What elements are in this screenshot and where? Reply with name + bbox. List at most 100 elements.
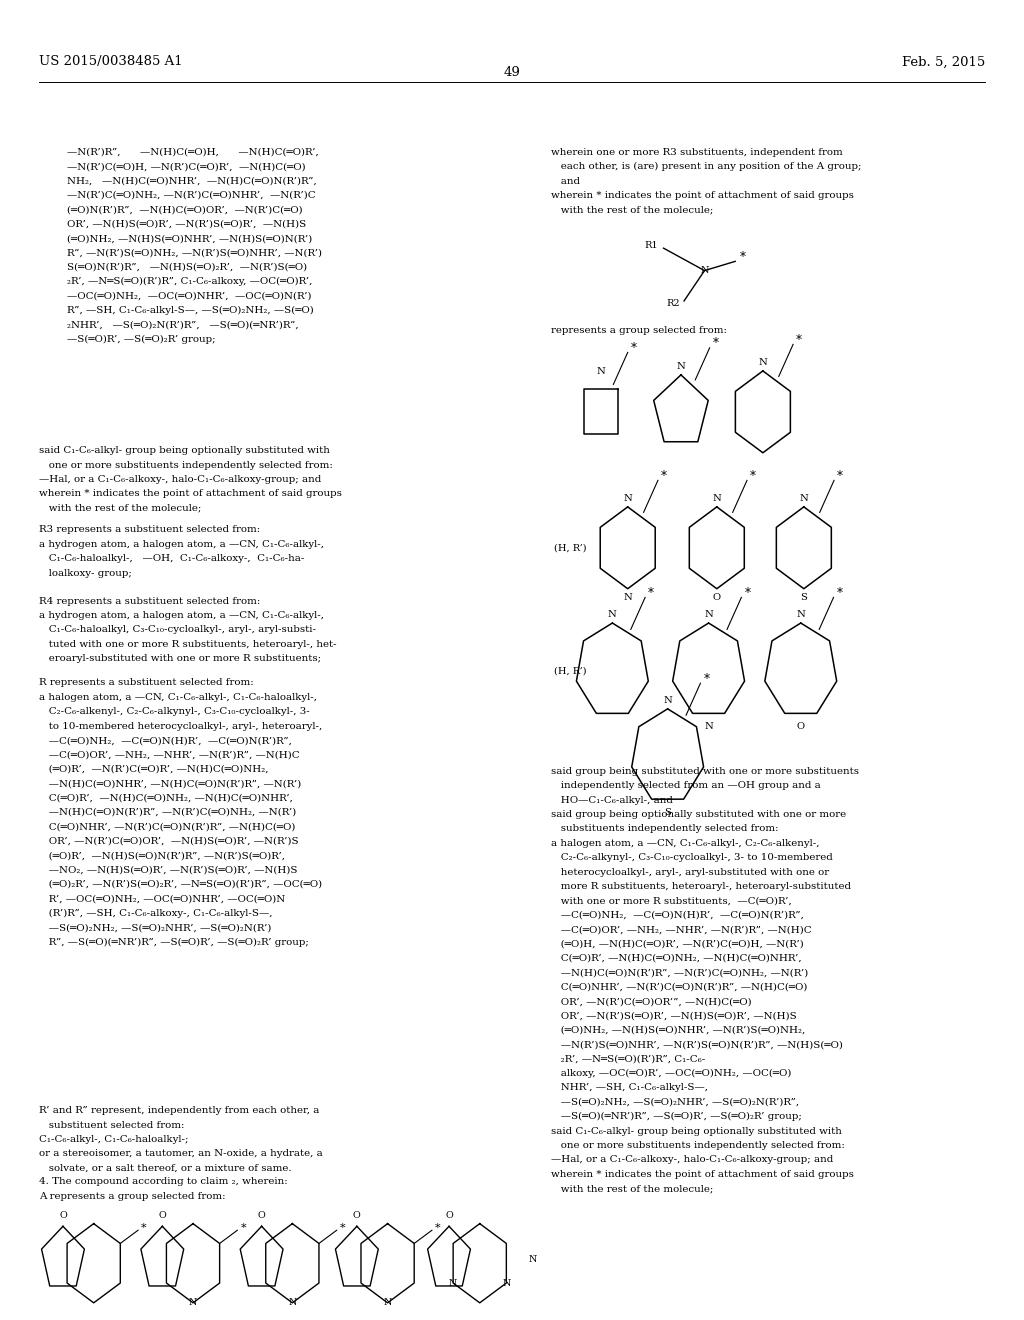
Text: *: * [837, 587, 843, 599]
Text: (H, R’): (H, R’) [554, 544, 587, 552]
Text: R1: R1 [645, 242, 658, 249]
Text: —N(R’)R”,      —N(H)C(═O)H,      —N(H)C(═O)R’,: —N(R’)R”, —N(H)C(═O)H, —N(H)C(═O)R’, [67, 148, 318, 157]
Text: —N(R’)C(═O)NH₂, —N(R’)C(═O)NHR’,  —N(R’)C: —N(R’)C(═O)NH₂, —N(R’)C(═O)NHR’, —N(R’)C [67, 191, 315, 201]
Text: independently selected from an —OH group and a: independently selected from an —OH group… [551, 781, 820, 791]
Text: R3 represents a substituent selected from:: R3 represents a substituent selected fro… [39, 525, 260, 535]
Text: *: * [744, 587, 751, 599]
Text: O: O [159, 1210, 166, 1220]
Text: (H, R’): (H, R’) [554, 667, 587, 675]
Text: R”, —S(═O)(═NR’)R”, —S(═O)R’, —S(═O)₂R’ group;: R”, —S(═O)(═NR’)R”, —S(═O)R’, —S(═O)₂R’ … [39, 937, 309, 946]
Text: —N(R’)S(═O)NHR’, —N(R’)S(═O)N(R’)R”, —N(H)S(═O): —N(R’)S(═O)NHR’, —N(R’)S(═O)N(R’)R”, —N(… [551, 1040, 843, 1049]
Text: C(═O)R’, —N(H)C(═O)NH₂, —N(H)C(═O)NHR’,: C(═O)R’, —N(H)C(═O)NH₂, —N(H)C(═O)NHR’, [551, 954, 802, 964]
Text: —S(═O)R’, —S(═O)₂R’ group;: —S(═O)R’, —S(═O)₂R’ group; [67, 335, 215, 345]
Text: R represents a substituent selected from:: R represents a substituent selected from… [39, 678, 254, 688]
Text: —Hal, or a C₁-C₆-alkoxy-, halo-C₁-C₆-alkoxy-group; and: —Hal, or a C₁-C₆-alkoxy-, halo-C₁-C₆-alk… [39, 475, 322, 484]
Text: OR’, —N(R’)C(═O)OR’,  —N(H)S(═O)R’, —N(R’)S: OR’, —N(R’)C(═O)OR’, —N(H)S(═O)R’, —N(R’… [39, 837, 299, 846]
Text: C₂-C₆-alkynyl-, C₃-C₁₀-cycloalkyl-, 3- to 10-membered: C₂-C₆-alkynyl-, C₃-C₁₀-cycloalkyl-, 3- t… [551, 853, 833, 862]
Text: said group being optionally substituted with one or more: said group being optionally substituted … [551, 810, 846, 820]
Text: *: * [838, 470, 843, 483]
Text: with one or more R substituents,  —C(═O)R’,: with one or more R substituents, —C(═O)R… [551, 896, 792, 906]
Text: (═O)R’,  —N(H)S(═O)N(R’)R”, —N(R’)S(═O)R’,: (═O)R’, —N(H)S(═O)N(R’)R”, —N(R’)S(═O)R’… [39, 851, 285, 861]
Text: (═O)N(R’)R”,  —N(H)C(═O)OR’,  —N(R’)C(═O): (═O)N(R’)R”, —N(H)C(═O)OR’, —N(R’)C(═O) [67, 206, 302, 214]
Text: —N(H)C(═O)N(R’)R”, —N(R’)C(═O)NH₂, —N(R’): —N(H)C(═O)N(R’)R”, —N(R’)C(═O)NH₂, —N(R’… [39, 808, 296, 817]
Text: OR’, —N(H)S(═O)R’, —N(R’)S(═O)R’,  —N(H)S: OR’, —N(H)S(═O)R’, —N(R’)S(═O)R’, —N(H)S [67, 219, 306, 228]
Text: —S(═O)₂NH₂, —S(═O)₂NHR’, —S(═O)₂N(R’): —S(═O)₂NH₂, —S(═O)₂NHR’, —S(═O)₂N(R’) [39, 923, 271, 932]
Text: C(═O)R’,  —N(H)C(═O)NH₂, —N(H)C(═O)NHR’,: C(═O)R’, —N(H)C(═O)NH₂, —N(H)C(═O)NHR’, [39, 793, 293, 803]
Text: —OC(═O)NH₂,  —OC(═O)NHR’,  —OC(═O)N(R’): —OC(═O)NH₂, —OC(═O)NHR’, —OC(═O)N(R’) [67, 292, 311, 301]
Text: and: and [551, 177, 580, 186]
Text: ₂NHR’,   —S(═O)₂N(R’)R”,   —S(═O)(═NR’)R”,: ₂NHR’, —S(═O)₂N(R’)R”, —S(═O)(═NR’)R”, [67, 321, 298, 330]
Text: (═O)H, —N(H)C(═O)R’, —N(R’)C(═O)H, —N(R’): (═O)H, —N(H)C(═O)R’, —N(R’)C(═O)H, —N(R’… [551, 940, 804, 949]
Text: O: O [258, 1210, 265, 1220]
Text: (R’)R”, —SH, C₁-C₆-alkoxy-, C₁-C₆-alkyl-S—,: (R’)R”, —SH, C₁-C₆-alkoxy-, C₁-C₆-alkyl-… [39, 908, 272, 917]
Text: with the rest of the molecule;: with the rest of the molecule; [39, 504, 202, 512]
Text: with the rest of the molecule;: with the rest of the molecule; [551, 1184, 714, 1193]
Text: said C₁-C₆-alkyl- group being optionally substituted with: said C₁-C₆-alkyl- group being optionally… [39, 446, 330, 455]
Text: N: N [800, 494, 808, 503]
Text: A represents a group selected from:: A represents a group selected from: [39, 1192, 225, 1201]
Text: N: N [713, 494, 721, 503]
Text: NHR’, —SH, C₁-C₆-alkyl-S—,: NHR’, —SH, C₁-C₆-alkyl-S—, [551, 1084, 708, 1093]
Text: one or more substituents independently selected from:: one or more substituents independently s… [551, 1140, 845, 1150]
Text: C₁-C₆-haloalkyl, C₃-C₁₀-cycloalkyl-, aryl-, aryl-substi-: C₁-C₆-haloalkyl, C₃-C₁₀-cycloalkyl-, ary… [39, 626, 316, 635]
Text: each other, is (are) present in any position of the A group;: each other, is (are) present in any posi… [551, 162, 861, 172]
Text: N: N [449, 1279, 458, 1287]
Text: N: N [705, 722, 713, 731]
Text: 4. The compound according to claim ₂, wherein:: 4. The compound according to claim ₂, wh… [39, 1177, 288, 1187]
Text: substituents independently selected from:: substituents independently selected from… [551, 825, 778, 833]
Text: (═O)NH₂, —N(H)S(═O)NHR’, —N(H)S(═O)N(R’): (═O)NH₂, —N(H)S(═O)NHR’, —N(H)S(═O)N(R’) [67, 234, 312, 243]
Text: with the rest of the molecule;: with the rest of the molecule; [551, 206, 714, 214]
Text: said group being substituted with one or more substituents: said group being substituted with one or… [551, 767, 859, 776]
Text: N: N [597, 367, 605, 376]
Text: solvate, or a salt thereof, or a mixture of same.: solvate, or a salt thereof, or a mixture… [39, 1164, 292, 1172]
Text: N: N [188, 1299, 198, 1307]
Text: —C(═O)OR’, —NH₂, —NHR’, —N(R’)R”, —N(H)C: —C(═O)OR’, —NH₂, —NHR’, —N(R’)R”, —N(H)C [39, 750, 300, 759]
Text: O: O [59, 1210, 67, 1220]
Text: Feb. 5, 2015: Feb. 5, 2015 [902, 55, 985, 69]
Text: HO—C₁-C₆-alkyl-, and: HO—C₁-C₆-alkyl-, and [551, 796, 673, 805]
Text: S: S [665, 808, 671, 817]
Text: (═O)NH₂, —N(H)S(═O)NHR’, —N(R’)S(═O)NH₂,: (═O)NH₂, —N(H)S(═O)NHR’, —N(R’)S(═O)NH₂, [551, 1026, 805, 1035]
Text: N: N [624, 494, 632, 503]
Text: or a stereoisomer, a tautomer, an N-oxide, a hydrate, a: or a stereoisomer, a tautomer, an N-oxid… [39, 1150, 323, 1159]
Text: N: N [608, 610, 616, 619]
Text: *: * [739, 251, 745, 264]
Text: represents a group selected from:: represents a group selected from: [551, 326, 727, 335]
Text: ₂R’, —N═S(═O)(R’)R”, C₁-C₆-: ₂R’, —N═S(═O)(R’)R”, C₁-C₆- [551, 1055, 706, 1064]
Text: —N(H)C(═O)N(R’)R”, —N(R’)C(═O)NH₂, —N(R’): —N(H)C(═O)N(R’)R”, —N(R’)C(═O)NH₂, —N(R’… [551, 969, 808, 977]
Text: loalkoxy- group;: loalkoxy- group; [39, 569, 132, 578]
Text: eroaryl-substituted with one or more R substituents;: eroaryl-substituted with one or more R s… [39, 655, 322, 663]
Text: to 10-membered heterocycloalkyl-, aryl-, heteroaryl-,: to 10-membered heterocycloalkyl-, aryl-,… [39, 722, 323, 731]
Text: S: S [801, 593, 807, 602]
Text: —S(═O)(═NR’)R”, —S(═O)R’, —S(═O)₂R’ group;: —S(═O)(═NR’)R”, —S(═O)R’, —S(═O)₂R’ grou… [551, 1113, 802, 1122]
Text: R”, —SH, C₁-C₆-alkyl-S—, —S(═O)₂NH₂, —S(═O): R”, —SH, C₁-C₆-alkyl-S—, —S(═O)₂NH₂, —S(… [67, 306, 313, 315]
Text: N: N [700, 267, 709, 275]
Text: wherein * indicates the point of attachment of said groups: wherein * indicates the point of attachm… [551, 191, 854, 201]
Text: (═O)₂R’, —N(R’)S(═O)₂R’, —N═S(═O)(R’)R”, —OC(═O): (═O)₂R’, —N(R’)S(═O)₂R’, —N═S(═O)(R’)R”,… [39, 880, 322, 888]
Text: tuted with one or more R substituents, heteroaryl-, het-: tuted with one or more R substituents, h… [39, 640, 337, 649]
Text: Ṅ: Ṅ [528, 1255, 537, 1263]
Text: *: * [340, 1222, 345, 1233]
Text: wherein * indicates the point of attachment of said groups: wherein * indicates the point of attachm… [39, 490, 342, 499]
Text: US 2015/0038485 A1: US 2015/0038485 A1 [39, 55, 182, 69]
Text: C₂-C₆-alkenyl-, C₂-C₆-alkynyl-, C₃-C₁₀-cycloalkyl-, 3-: C₂-C₆-alkenyl-, C₂-C₆-alkynyl-, C₃-C₁₀-c… [39, 708, 309, 717]
Text: more R substituents, heteroaryl-, heteroaryl-substituted: more R substituents, heteroaryl-, hetero… [551, 882, 851, 891]
Text: heterocycloalkyl-, aryl-, aryl-substituted with one or: heterocycloalkyl-, aryl-, aryl-substitut… [551, 867, 829, 876]
Text: (═O)R’,  —N(R’)C(═O)R’, —N(H)C(═O)NH₂,: (═O)R’, —N(R’)C(═O)R’, —N(H)C(═O)NH₂, [39, 764, 268, 774]
Text: —C(═O)NH₂,  —C(═O)N(H)R’,  —C(═O)N(R’)R”,: —C(═O)NH₂, —C(═O)N(H)R’, —C(═O)N(R’)R”, [551, 911, 804, 920]
Text: —S(═O)₂NH₂, —S(═O)₂NHR’, —S(═O)₂N(R’)R”,: —S(═O)₂NH₂, —S(═O)₂NHR’, —S(═O)₂N(R’)R”, [551, 1098, 799, 1107]
Text: S(═O)N(R’)R”,   —N(H)S(═O)₂R’,  —N(R’)S(═O): S(═O)N(R’)R”, —N(H)S(═O)₂R’, —N(R’)S(═O) [67, 263, 306, 272]
Text: *: * [631, 342, 637, 355]
Text: a hydrogen atom, a halogen atom, a —CN, C₁-C₆-alkyl-,: a hydrogen atom, a halogen atom, a —CN, … [39, 611, 324, 620]
Text: *: * [141, 1222, 146, 1233]
Text: N: N [677, 362, 685, 371]
Text: —C(═O)NH₂,  —C(═O)N(H)R’,  —C(═O)N(R’)R”,: —C(═O)NH₂, —C(═O)N(H)R’, —C(═O)N(R’)R”, [39, 737, 292, 744]
Text: *: * [662, 470, 667, 483]
Text: substituent selected from:: substituent selected from: [39, 1121, 184, 1130]
Text: O: O [353, 1210, 360, 1220]
Text: wherein * indicates the point of attachment of said groups: wherein * indicates the point of attachm… [551, 1170, 854, 1179]
Text: N: N [288, 1299, 297, 1307]
Text: NH₂,   —N(H)C(═O)NHR’,  —N(H)C(═O)N(R’)R”,: NH₂, —N(H)C(═O)NHR’, —N(H)C(═O)N(R’)R”, [67, 177, 316, 186]
Text: ₂R’, —N═S(═O)(R’)R”, C₁-C₆-alkoxy, —OC(═O)R’,: ₂R’, —N═S(═O)(R’)R”, C₁-C₆-alkoxy, —OC(═… [67, 277, 312, 286]
Text: one or more substituents independently selected from:: one or more substituents independently s… [39, 461, 333, 470]
